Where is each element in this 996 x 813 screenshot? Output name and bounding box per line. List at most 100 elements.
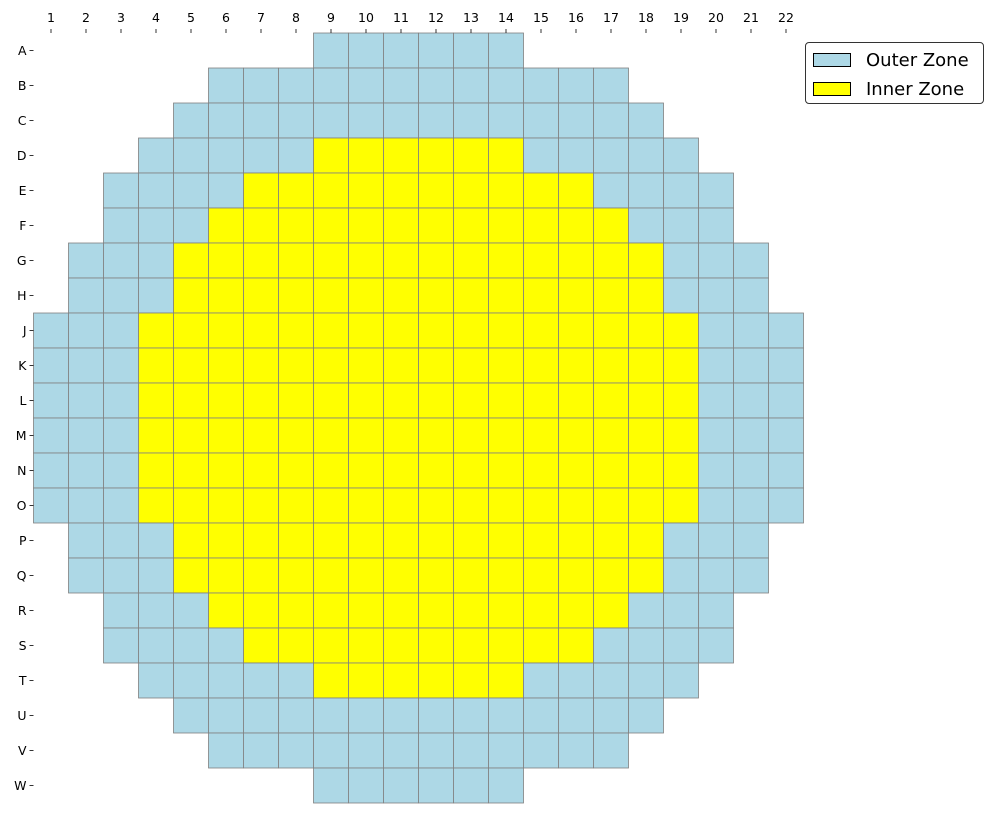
cell-J11-inner [383, 312, 419, 349]
cell-K6-inner [208, 347, 244, 384]
cell-V12-outer [418, 732, 454, 769]
cell-Q8-inner [278, 557, 314, 594]
cell-T7-outer [243, 662, 279, 699]
cell-P19-outer [663, 522, 699, 559]
cell-K17-inner [593, 347, 629, 384]
cell-H10-inner [348, 277, 384, 314]
cell-Q10-inner [348, 557, 384, 594]
cell-R14-inner [488, 592, 524, 629]
cell-N4-inner [138, 452, 174, 489]
cell-H11-inner [383, 277, 419, 314]
cell-B14-outer [488, 67, 524, 104]
cell-K4-inner [138, 347, 174, 384]
cell-H8-inner [278, 277, 314, 314]
cell-R15-inner [523, 592, 559, 629]
cell-M9-inner [313, 417, 349, 454]
cell-H5-inner [173, 277, 209, 314]
cell-J8-inner [278, 312, 314, 349]
cell-C18-outer [628, 102, 664, 139]
x-tick-label-1: 1 [47, 10, 55, 25]
legend-swatch-outer [813, 53, 851, 67]
cell-A9-outer [313, 32, 349, 69]
cell-K18-inner [628, 347, 664, 384]
cell-D12-inner [418, 137, 454, 174]
cell-V9-outer [313, 732, 349, 769]
x-tick-label-14: 14 [498, 10, 514, 25]
cell-M18-inner [628, 417, 664, 454]
cell-E9-inner [313, 172, 349, 209]
cell-O18-inner [628, 487, 664, 524]
cell-U12-outer [418, 697, 454, 734]
y-tick-label-N: N [17, 463, 26, 478]
cell-C13-outer [453, 102, 489, 139]
cell-V11-outer [383, 732, 419, 769]
cell-Q3-outer [103, 557, 139, 594]
x-tick-label-22: 22 [778, 10, 794, 25]
cell-C6-outer [208, 102, 244, 139]
cell-O21-outer [733, 487, 769, 524]
cell-P13-inner [453, 522, 489, 559]
cell-C5-outer [173, 102, 209, 139]
cell-R17-inner [593, 592, 629, 629]
cell-L19-inner [663, 382, 699, 419]
cell-U16-outer [558, 697, 594, 734]
cell-N2-outer [68, 452, 104, 489]
cell-J4-inner [138, 312, 174, 349]
cell-H7-inner [243, 277, 279, 314]
cell-L22-outer [768, 382, 804, 419]
cell-D13-inner [453, 137, 489, 174]
cell-H6-inner [208, 277, 244, 314]
cell-Q19-outer [663, 557, 699, 594]
cell-E10-inner [348, 172, 384, 209]
cell-E20-outer [698, 172, 734, 209]
cell-L21-outer [733, 382, 769, 419]
cell-H19-outer [663, 277, 699, 314]
cell-V17-outer [593, 732, 629, 769]
cell-L10-inner [348, 382, 384, 419]
cell-G4-outer [138, 242, 174, 279]
cell-D6-outer [208, 137, 244, 174]
cell-U10-outer [348, 697, 384, 734]
x-tick-label-2: 2 [82, 10, 90, 25]
y-tick-label-F: F [19, 218, 26, 233]
cell-M19-inner [663, 417, 699, 454]
cell-W11-outer [383, 767, 419, 804]
cell-M14-inner [488, 417, 524, 454]
cell-R9-inner [313, 592, 349, 629]
cell-E6-outer [208, 172, 244, 209]
cell-Q4-outer [138, 557, 174, 594]
cell-A13-outer [453, 32, 489, 69]
x-tick-label-19: 19 [673, 10, 689, 25]
cell-M22-outer [768, 417, 804, 454]
cell-Q2-outer [68, 557, 104, 594]
cell-S17-outer [593, 627, 629, 664]
cell-P17-inner [593, 522, 629, 559]
cell-L20-outer [698, 382, 734, 419]
cell-W12-outer [418, 767, 454, 804]
cell-T10-inner [348, 662, 384, 699]
cell-H16-inner [558, 277, 594, 314]
cell-M8-inner [278, 417, 314, 454]
cell-S19-outer [663, 627, 699, 664]
y-axis-left: A B C D E F G H J K L M N O P Q R S T U V W [14, 43, 34, 793]
cell-C9-outer [313, 102, 349, 139]
cell-N21-outer [733, 452, 769, 489]
cell-E17-outer [593, 172, 629, 209]
y-tick-label-R: R [18, 603, 27, 618]
cell-G15-inner [523, 242, 559, 279]
x-tick-label-9: 9 [327, 10, 335, 25]
cell-J9-inner [313, 312, 349, 349]
x-tick-label-8: 8 [292, 10, 300, 25]
cell-T18-outer [628, 662, 664, 699]
cell-U8-outer [278, 697, 314, 734]
cell-L2-outer [68, 382, 104, 419]
x-tick-label-10: 10 [358, 10, 374, 25]
cell-O1-outer [33, 487, 69, 524]
cell-S8-inner [278, 627, 314, 664]
cell-N1-outer [33, 452, 69, 489]
cell-F5-outer [173, 207, 209, 244]
cell-G14-inner [488, 242, 524, 279]
cell-H14-inner [488, 277, 524, 314]
cell-L8-inner [278, 382, 314, 419]
cell-R12-inner [418, 592, 454, 629]
